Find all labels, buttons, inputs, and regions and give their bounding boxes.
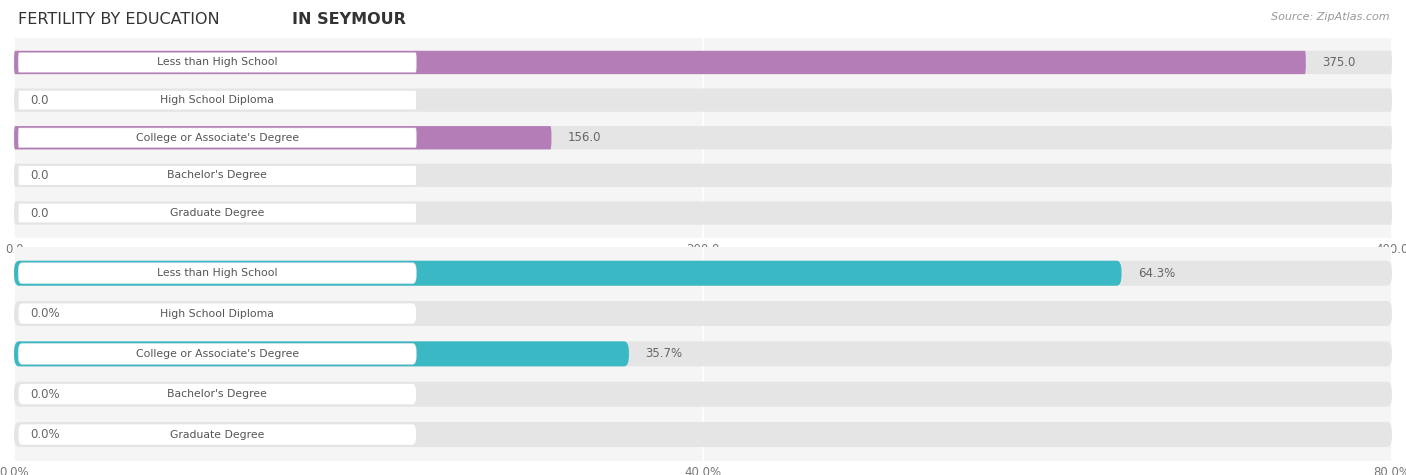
Text: Bachelor's Degree: Bachelor's Degree	[167, 171, 267, 180]
FancyBboxPatch shape	[14, 88, 1392, 112]
Text: 156.0: 156.0	[568, 131, 602, 144]
Text: Source: ZipAtlas.com: Source: ZipAtlas.com	[1271, 12, 1389, 22]
Text: High School Diploma: High School Diploma	[160, 95, 274, 105]
FancyBboxPatch shape	[18, 166, 416, 185]
FancyBboxPatch shape	[18, 203, 416, 223]
FancyBboxPatch shape	[18, 263, 416, 284]
FancyBboxPatch shape	[14, 164, 1392, 187]
Text: Less than High School: Less than High School	[157, 268, 277, 278]
Text: Graduate Degree: Graduate Degree	[170, 429, 264, 439]
Text: High School Diploma: High School Diploma	[160, 309, 274, 319]
FancyBboxPatch shape	[14, 261, 1122, 286]
FancyBboxPatch shape	[14, 126, 1392, 150]
FancyBboxPatch shape	[18, 384, 416, 405]
Text: Bachelor's Degree: Bachelor's Degree	[167, 389, 267, 399]
FancyBboxPatch shape	[14, 382, 1392, 407]
Text: 0.0: 0.0	[31, 207, 49, 219]
FancyBboxPatch shape	[14, 51, 1392, 74]
Text: College or Associate's Degree: College or Associate's Degree	[136, 133, 299, 143]
Text: Graduate Degree: Graduate Degree	[170, 208, 264, 218]
Text: 64.3%: 64.3%	[1137, 267, 1175, 280]
Text: 0.0%: 0.0%	[31, 428, 60, 441]
FancyBboxPatch shape	[18, 303, 416, 324]
Text: 375.0: 375.0	[1323, 56, 1355, 69]
Text: 0.0%: 0.0%	[31, 388, 60, 401]
FancyBboxPatch shape	[14, 51, 1306, 74]
Text: 35.7%: 35.7%	[645, 347, 682, 361]
FancyBboxPatch shape	[18, 343, 416, 364]
FancyBboxPatch shape	[14, 422, 1392, 447]
Text: FERTILITY BY EDUCATION: FERTILITY BY EDUCATION	[18, 12, 225, 27]
Text: Less than High School: Less than High School	[157, 57, 277, 67]
Text: 0.0: 0.0	[31, 169, 49, 182]
FancyBboxPatch shape	[14, 201, 1392, 225]
Text: IN SEYMOUR: IN SEYMOUR	[292, 12, 406, 27]
FancyBboxPatch shape	[18, 53, 416, 72]
FancyBboxPatch shape	[14, 301, 1392, 326]
Text: 0.0: 0.0	[31, 94, 49, 106]
FancyBboxPatch shape	[14, 342, 1392, 366]
FancyBboxPatch shape	[18, 90, 416, 110]
FancyBboxPatch shape	[14, 342, 628, 366]
FancyBboxPatch shape	[18, 128, 416, 148]
Text: College or Associate's Degree: College or Associate's Degree	[136, 349, 299, 359]
FancyBboxPatch shape	[18, 424, 416, 445]
FancyBboxPatch shape	[14, 261, 1392, 286]
FancyBboxPatch shape	[14, 126, 551, 150]
Text: 0.0%: 0.0%	[31, 307, 60, 320]
